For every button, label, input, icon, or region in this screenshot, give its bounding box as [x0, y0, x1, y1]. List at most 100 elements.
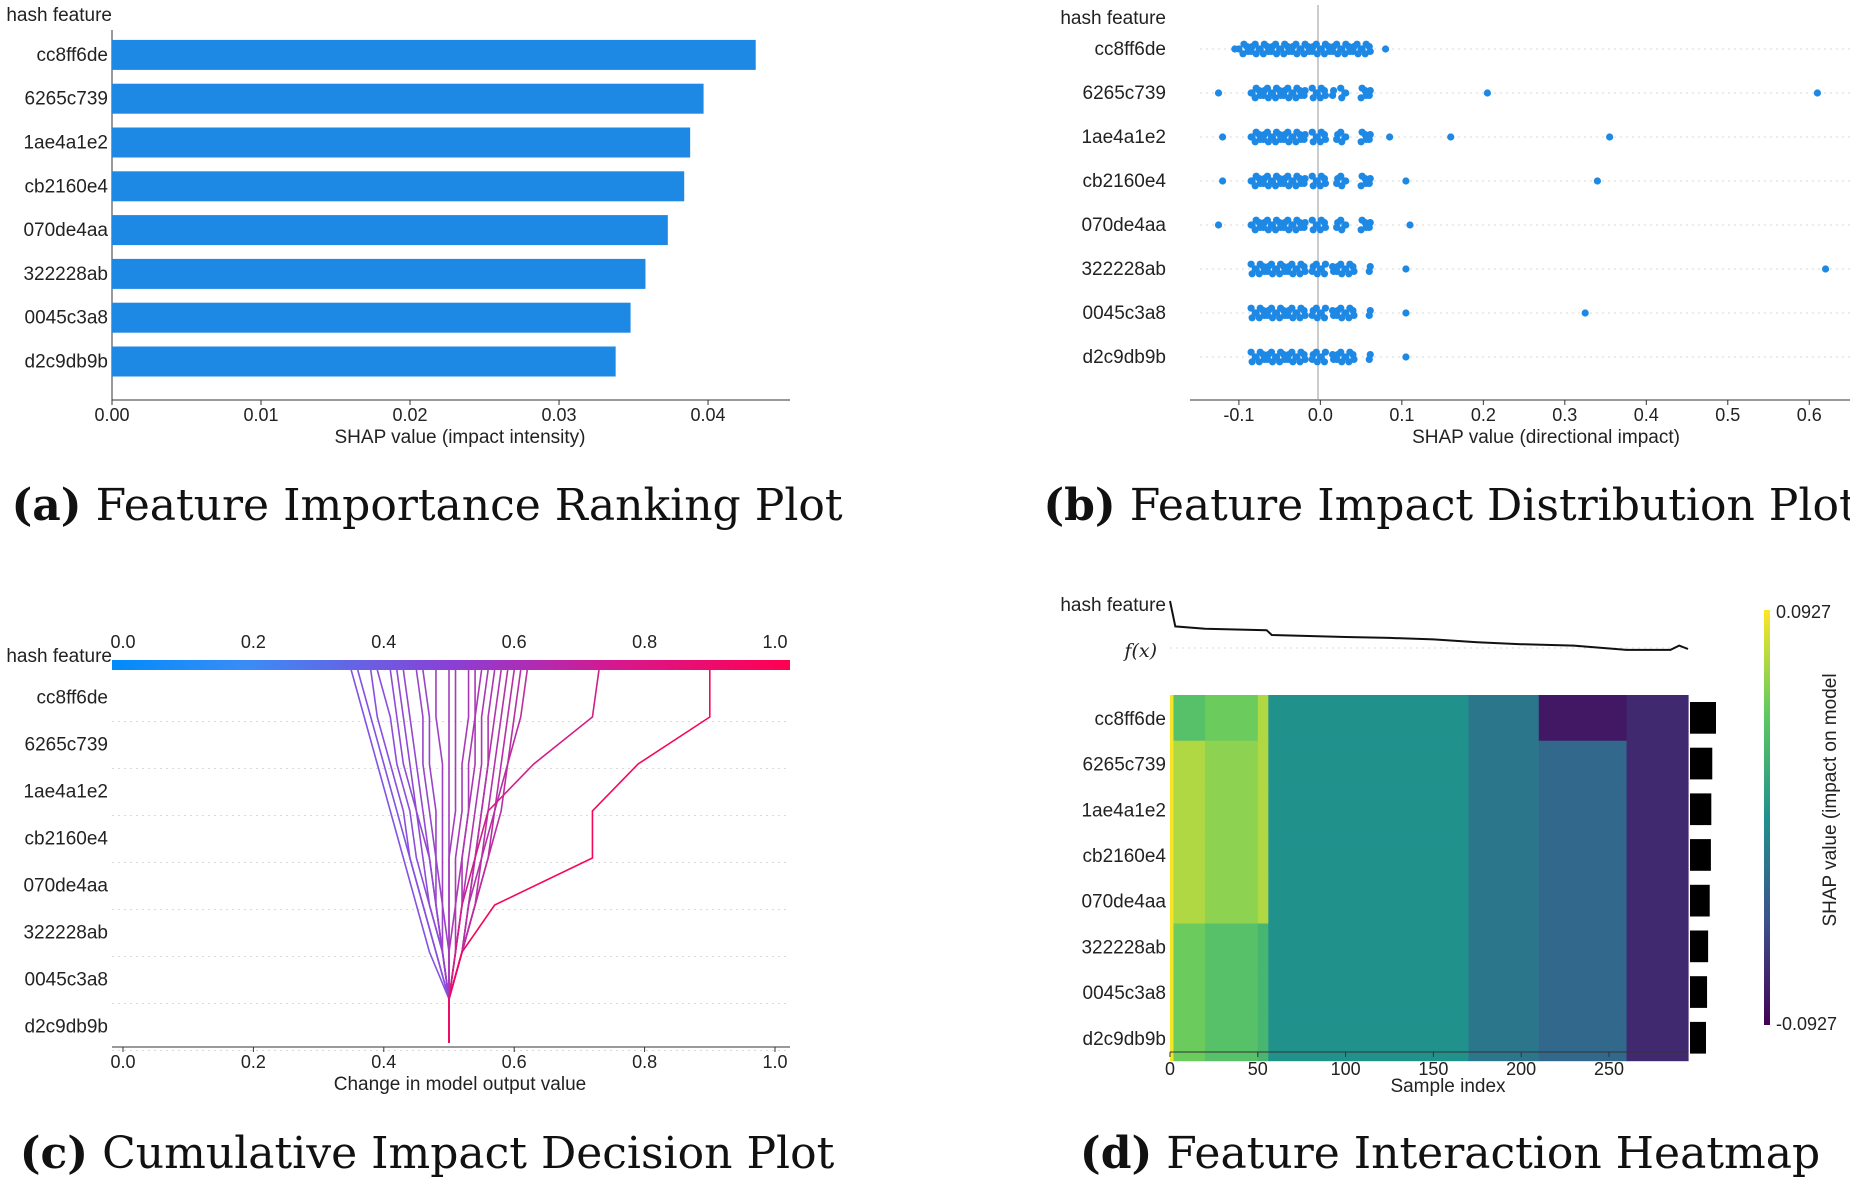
panel-b-ytick-1ae4a1e2: 1ae4a1e2 — [1081, 127, 1166, 148]
panel-b-xtick-0.3: 0.3 — [1552, 405, 1577, 425]
dot-d2c9db9b — [1402, 353, 1410, 361]
panel-d-xtick-50: 50 — [1248, 1059, 1268, 1079]
heat-cell-cc8ff6de — [1415, 695, 1470, 742]
heat-cell-cc8ff6de — [1468, 695, 1540, 742]
heat-cell-1ae4a1e2 — [1268, 786, 1417, 833]
bar-cc8ff6de — [112, 39, 756, 70]
dot-6265c739 — [1813, 89, 1822, 97]
heat-cell-070de4aa — [1173, 877, 1206, 925]
dot-0045c3a8 — [1366, 307, 1374, 315]
panel-a-xtick-0.02: 0.02 — [392, 405, 427, 425]
heat-cell-cb2160e4 — [1205, 832, 1259, 879]
panel-b-ytick-070de4aa: 070de4aa — [1081, 215, 1166, 236]
dot-1ae4a1e2 — [1386, 133, 1394, 141]
panel-b-ytick-6265c739: 6265c739 — [1083, 83, 1166, 104]
dot-0045c3a8 — [1288, 304, 1296, 312]
dot-d2c9db9b — [1366, 351, 1374, 359]
dot-6265c739 — [1366, 87, 1374, 95]
heat-cell-1ae4a1e2 — [1173, 786, 1206, 833]
panel-a-xtick-0.03: 0.03 — [542, 405, 577, 425]
panel-a-ytick-0045c3a8: 0045c3a8 — [25, 308, 108, 329]
dot-d2c9db9b — [1247, 348, 1255, 356]
decision-line-s19 — [448, 669, 509, 1043]
panel-c-top-tick-0.2: 0.2 — [241, 632, 266, 652]
dot-1ae4a1e2 — [1308, 128, 1316, 136]
heat-cell-d2c9db9b — [1170, 1014, 1175, 1062]
dot-322228ab — [1350, 267, 1358, 275]
panel-d-ytick-cc8ff6de: cc8ff6de — [1095, 709, 1166, 730]
panel-c-xtick-0.6: 0.6 — [502, 1052, 527, 1072]
importance-bar-1ae4a1e2 — [1690, 793, 1712, 826]
decision-line-s9 — [422, 669, 450, 1043]
panel-b-xtick--0.1: -0.1 — [1223, 405, 1254, 425]
dot-322228ab — [1321, 260, 1330, 268]
importance-bar-d2c9db9b — [1690, 1021, 1706, 1054]
heat-cell-0045c3a8 — [1268, 969, 1417, 1016]
heat-cell-070de4aa — [1268, 877, 1417, 925]
heat-cell-0045c3a8 — [1538, 969, 1628, 1016]
decision-line-s3 — [369, 669, 450, 1043]
dot-cb2160e4 — [1218, 177, 1227, 185]
dot-1ae4a1e2 — [1366, 131, 1374, 139]
dot-322228ab — [1402, 265, 1410, 273]
panel-d-ytick-6265c739: 6265c739 — [1083, 755, 1166, 776]
dot-cc8ff6de — [1381, 45, 1390, 53]
dot-070de4aa — [1337, 216, 1345, 224]
panel-c-caption: (c) Cumulative Impact Decision Plot — [20, 1128, 835, 1177]
panel-c-colorbar — [112, 660, 790, 670]
dot-1ae4a1e2 — [1284, 128, 1292, 136]
dot-6265c739 — [1483, 89, 1492, 97]
panel-d-colorbar-max: 0.0927 — [1776, 602, 1831, 622]
dot-0045c3a8 — [1301, 311, 1309, 319]
panel-d-fx-label: f(x) — [1122, 640, 1157, 662]
heat-cell-cc8ff6de — [1538, 695, 1628, 742]
heat-cell-070de4aa — [1468, 877, 1540, 925]
heat-cell-d2c9db9b — [1468, 1014, 1540, 1062]
dot-070de4aa — [1301, 219, 1309, 227]
dot-cc8ff6de — [1292, 40, 1300, 48]
heat-cell-6265c739 — [1538, 740, 1628, 787]
panel-d-colorbar — [1764, 610, 1770, 1025]
dot-cc8ff6de — [1235, 45, 1243, 53]
dot-6265c739 — [1263, 84, 1272, 92]
panel-b-xtick-0.0: 0.0 — [1308, 405, 1333, 425]
dot-322228ab — [1301, 267, 1309, 275]
heat-cell-d2c9db9b — [1268, 1014, 1417, 1062]
dot-cb2160e4 — [1284, 172, 1292, 180]
panel-b-xlabel: SHAP value (directional impact) — [1412, 427, 1680, 448]
panel-d-ytick-070de4aa: 070de4aa — [1081, 892, 1166, 913]
heat-cell-322228ab — [1415, 923, 1470, 970]
panel-d-xtick-150: 150 — [1418, 1059, 1448, 1079]
dot-cb2160e4 — [1301, 175, 1309, 183]
dot-cc8ff6de — [1312, 40, 1320, 48]
heat-cell-0045c3a8 — [1415, 969, 1470, 1016]
panel-c-top-tick-0.0: 0.0 — [110, 632, 135, 652]
dot-cb2160e4 — [1402, 177, 1410, 185]
heat-cell-0045c3a8 — [1257, 969, 1269, 1016]
panel-c-ytick-070de4aa: 070de4aa — [23, 876, 108, 897]
panel-b-ylabel: hash feature — [1060, 8, 1166, 29]
heat-cell-0045c3a8 — [1205, 969, 1259, 1016]
panel-a-xtick-0.04: 0.04 — [691, 405, 726, 425]
decision-line-s24 — [448, 670, 711, 1043]
dot-070de4aa — [1263, 216, 1272, 224]
panel-c-decision-plot: 0.0 0.2 0.4 0.6 0.8 1.0 hash feature cc8ff6de… — [6, 632, 834, 1177]
heat-cell-cc8ff6de — [1170, 695, 1175, 742]
panel-c-ytick-322228ab: 322228ab — [23, 923, 108, 944]
panel-b-ytick-cc8ff6de: cc8ff6de — [1095, 39, 1166, 60]
decision-line-s15 — [448, 669, 483, 1043]
panel-b-caption: (b) Feature Impact Distribution Plot — [1043, 480, 1850, 531]
panel-d-ytick-322228ab: 322228ab — [1081, 937, 1166, 958]
importance-bar-cb2160e4 — [1690, 839, 1711, 871]
dot-1ae4a1e2 — [1337, 128, 1345, 136]
heat-cell-0045c3a8 — [1626, 969, 1689, 1016]
dot-cc8ff6de — [1251, 40, 1259, 48]
panel-a-ytick-070de4aa: 070de4aa — [23, 220, 108, 241]
panel-c-ytick-d2c9db9b: d2c9db9b — [25, 1017, 108, 1038]
importance-bar-322228ab — [1690, 930, 1709, 963]
bar-d2c9db9b — [112, 346, 616, 377]
panel-a-ytick-1ae4a1e2: 1ae4a1e2 — [23, 133, 108, 154]
importance-bar-070de4aa — [1690, 884, 1710, 917]
heat-cell-322228ab — [1626, 923, 1689, 970]
heat-cell-cc8ff6de — [1257, 695, 1269, 742]
